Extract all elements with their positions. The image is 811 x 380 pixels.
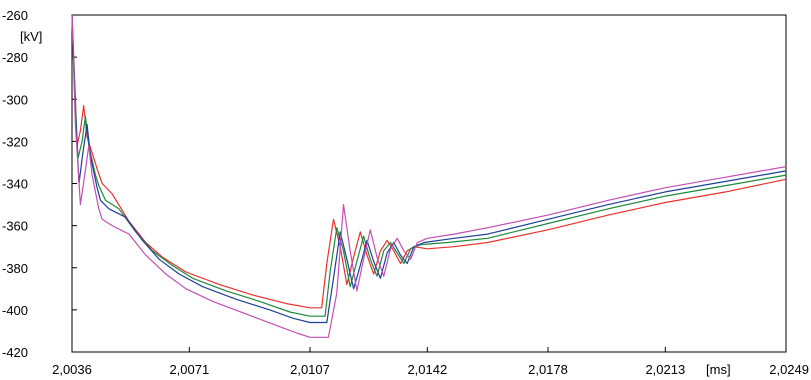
- series-line-2: [71, 14, 787, 317]
- x-tick-label: 2,0142: [407, 362, 447, 377]
- y-tick-label: -260: [2, 8, 28, 23]
- y-tick-label: -320: [2, 134, 28, 149]
- series-line-4: [71, 14, 787, 338]
- y-tick-label: -280: [2, 50, 28, 65]
- series-group: [71, 14, 787, 338]
- y-tick-label: -360: [2, 219, 28, 234]
- y-tick-label: -400: [2, 303, 28, 318]
- x-tick-label: 2,0178: [528, 362, 568, 377]
- x-tick-label: 2,0107: [290, 362, 330, 377]
- x-tick-label: 2,0071: [169, 362, 209, 377]
- x-tick-label: 2,0213: [645, 362, 685, 377]
- y-tick-label: -340: [2, 177, 28, 192]
- y-axis-unit-label: [kV]: [20, 29, 42, 44]
- y-tick-label: -420: [2, 345, 28, 360]
- y-tick-label: -300: [2, 92, 28, 107]
- series-line-3: [71, 14, 787, 324]
- x-tick-label: 2,0036: [52, 362, 92, 377]
- x-axis: 2,0036 2,0071 2,0107 2,0142 2,0178 2,0213 2,02…: [52, 347, 809, 377]
- y-tick-label: -380: [2, 261, 28, 276]
- x-tick-label: 2,0249: [769, 362, 809, 377]
- plot-area-frame: [71, 14, 787, 353]
- y-axis: -260 -280 -300 -320 -340 -360 -380 -400 -420: [2, 8, 77, 360]
- x-axis-unit-label: [ms]: [706, 362, 731, 377]
- series-line-1: [71, 14, 787, 309]
